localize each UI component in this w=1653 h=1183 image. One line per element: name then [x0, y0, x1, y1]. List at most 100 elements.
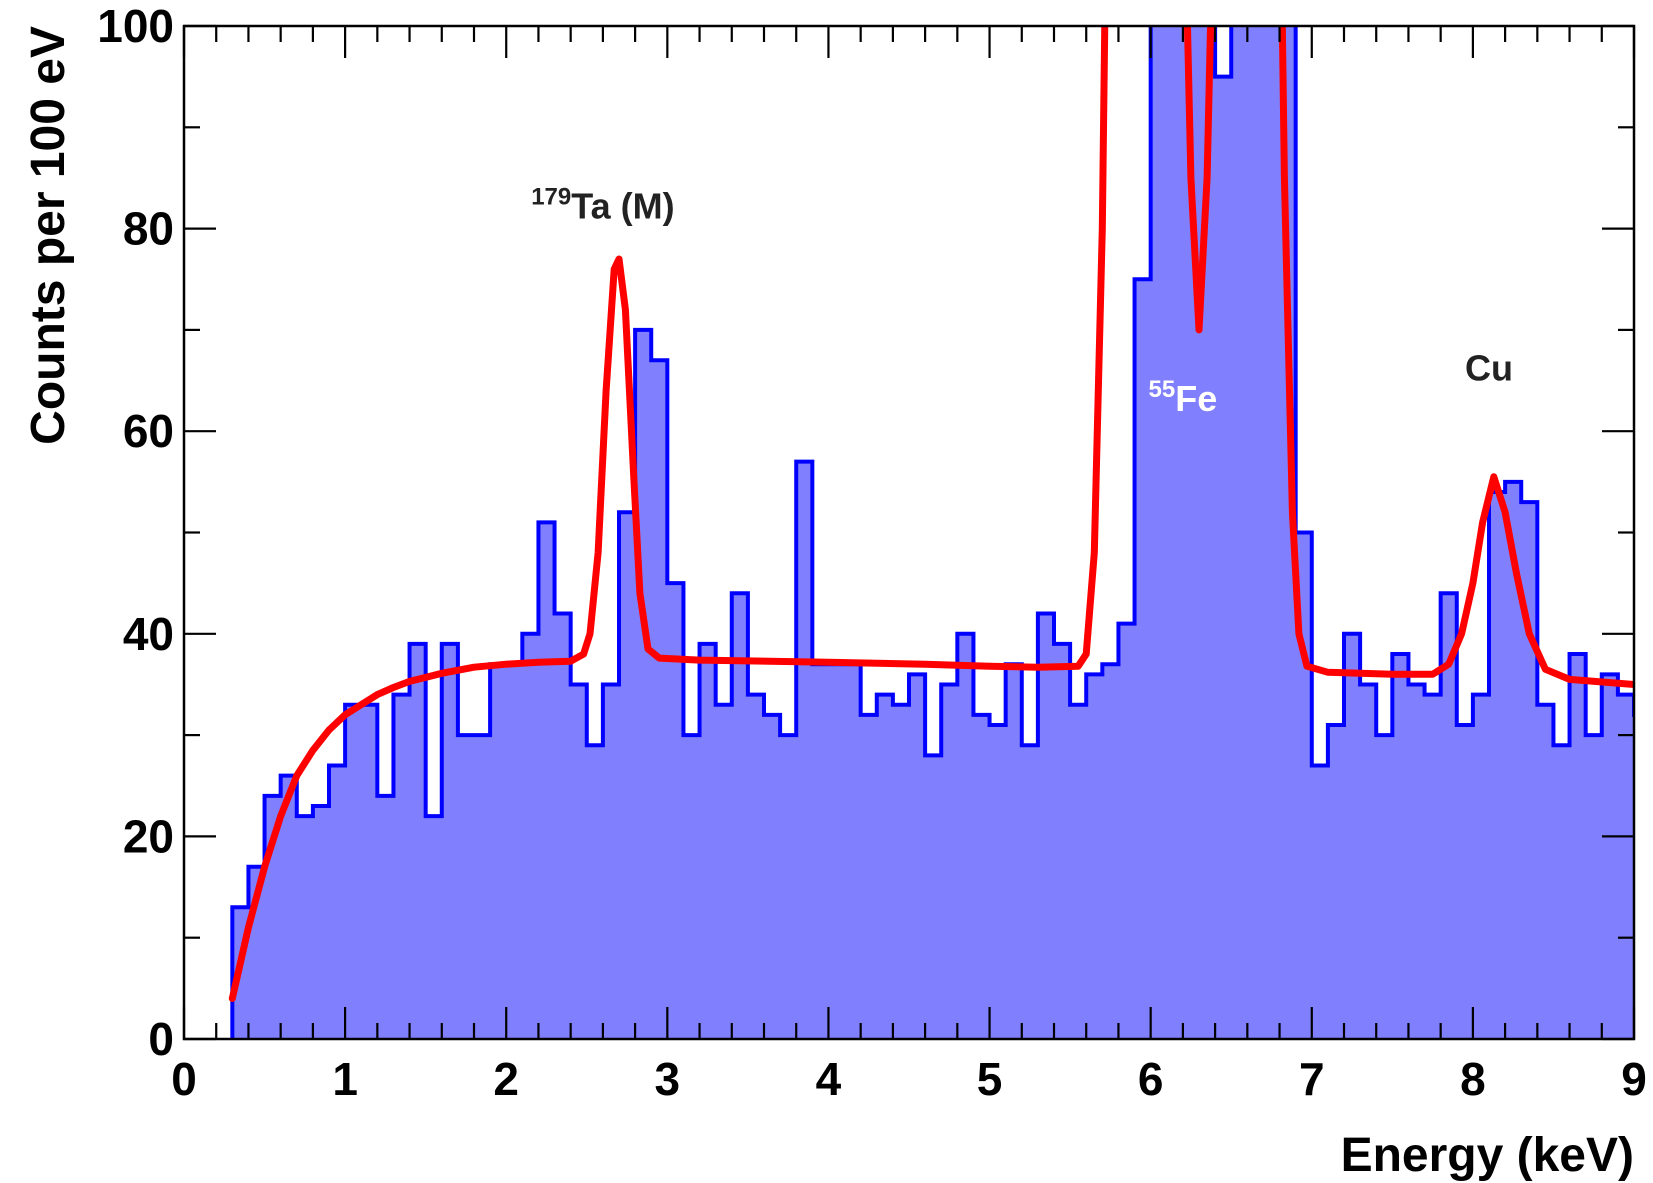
histogram-bar: [1505, 481, 1522, 1039]
axis-ticks: [182, 24, 1636, 1041]
histogram-bar: [538, 522, 556, 1039]
histogram-bar: [1424, 694, 1442, 1039]
histogram-bar: [876, 694, 894, 1039]
histogram-bar: [635, 329, 652, 1039]
histogram-bar: [892, 704, 910, 1039]
histogram-bar: [296, 816, 314, 1039]
x-tick-label: 4: [816, 1053, 842, 1105]
y-tick-label: 80: [123, 203, 174, 255]
histogram-bar: [1440, 593, 1458, 1039]
x-tick-label: 2: [493, 1053, 519, 1105]
fit-line: [228, 26, 1634, 1002]
histogram-bar: [1489, 491, 1506, 1039]
x-tick-label: 6: [1138, 1053, 1164, 1105]
histogram-bar: [409, 643, 427, 1039]
histogram-bar: [393, 694, 411, 1039]
peak-annotation: 55Fe: [1149, 376, 1218, 419]
histogram-bar: [1118, 623, 1136, 1039]
histogram-bar: [1617, 694, 1634, 1039]
histogram-bar: [699, 643, 717, 1039]
histogram-bar: [554, 613, 572, 1039]
y-tick-label: 0: [148, 1013, 174, 1065]
histogram-bar: [1102, 664, 1120, 1039]
histogram-bar: [329, 765, 346, 1039]
histogram-bar: [1037, 613, 1055, 1039]
histogram-bar: [1166, 26, 1184, 1039]
histogram-outline: [230, 26, 1634, 1039]
histogram-bar: [1134, 279, 1152, 1039]
histogram-bar: [1070, 704, 1087, 1039]
histogram-bar: [909, 674, 926, 1039]
y-axis-title: Counts per 100 eV: [22, 26, 75, 445]
annotations: 179Ta (M) 55Fe Cu: [531, 183, 1513, 418]
histogram-bar: [1376, 735, 1393, 1039]
histogram-bar: [780, 735, 797, 1039]
histogram-bar: [747, 694, 765, 1039]
peak-annotation: 179Ta (M): [531, 183, 674, 226]
x-tick-label: 7: [1299, 1053, 1325, 1105]
histogram-bar: [796, 461, 813, 1039]
histogram-bar: [1263, 26, 1281, 1039]
histogram-bar: [586, 745, 604, 1039]
histogram-bar: [957, 633, 975, 1039]
histogram-bar: [1344, 633, 1361, 1039]
histogram-bar: [1021, 745, 1039, 1039]
histogram-bar: [683, 735, 701, 1039]
histogram-bar: [1537, 704, 1555, 1039]
x-tick-label: 9: [1621, 1053, 1647, 1105]
annotation-isotope-number: 55: [1149, 376, 1176, 403]
histogram-bar: [973, 714, 991, 1039]
histogram-bar: [345, 704, 362, 1039]
histogram-bar: [764, 714, 781, 1039]
peak-annotation: Cu: [1465, 348, 1513, 389]
histogram-bar: [312, 806, 330, 1039]
histogram-bar: [619, 512, 636, 1039]
histogram-bar: [570, 684, 588, 1039]
x-tick-label: 5: [977, 1053, 1003, 1105]
histogram-bar: [1247, 26, 1265, 1039]
histogram-bar: [457, 735, 475, 1039]
histogram-bar: [474, 735, 491, 1039]
histogram-bar: [602, 684, 620, 1039]
histogram-bar: [1634, 715, 1651, 1039]
tick-labels: 0 1 2 3 4 5 6 7 8 9 0 20 40 60 80 100: [97, 0, 1647, 1105]
y-tick-label: 40: [123, 608, 174, 660]
histogram-bar: [1472, 694, 1490, 1039]
annotation-isotope-number: 179: [531, 183, 571, 210]
x-tick-label: 1: [332, 1053, 358, 1105]
histogram-bar: [1553, 745, 1571, 1039]
histogram-bar: [1360, 684, 1377, 1039]
annotation-label: Ta (M): [571, 185, 674, 226]
histogram-bar: [377, 795, 395, 1039]
x-tick-label: 8: [1460, 1053, 1486, 1105]
histogram-bar: [1392, 654, 1410, 1039]
x-tick-label: 0: [171, 1053, 197, 1105]
histogram-bar: [1054, 643, 1071, 1039]
histogram-bar: [1086, 674, 1103, 1039]
x-axis-title: Energy (keV): [1341, 1129, 1634, 1182]
histogram-bar: [651, 360, 668, 1039]
histogram-bar: [1311, 765, 1329, 1039]
histogram-bar: [941, 684, 958, 1039]
histogram-bar: [1231, 26, 1248, 1039]
histogram-bar: [490, 664, 507, 1039]
histogram-bar: [1215, 76, 1232, 1039]
histogram-bar: [715, 704, 733, 1039]
x-tick-label: 3: [655, 1053, 681, 1105]
histogram-bar: [925, 755, 942, 1039]
histogram-bar: [989, 724, 1007, 1039]
annotation-label: Fe: [1175, 378, 1217, 419]
histogram-bar: [1569, 654, 1587, 1039]
histogram-bar: [828, 664, 846, 1039]
histogram-bar: [812, 664, 830, 1039]
histogram-bar: [1005, 664, 1023, 1039]
histogram-bar: [361, 704, 378, 1039]
histogram-bar: [667, 583, 685, 1039]
histogram-bar: [506, 664, 523, 1039]
histogram-bar: [860, 714, 878, 1039]
fit-curve-group: [228, 26, 1634, 1002]
histogram-bar: [1456, 724, 1474, 1039]
y-tick-label: 60: [123, 405, 174, 457]
histogram-bar: [844, 664, 862, 1039]
